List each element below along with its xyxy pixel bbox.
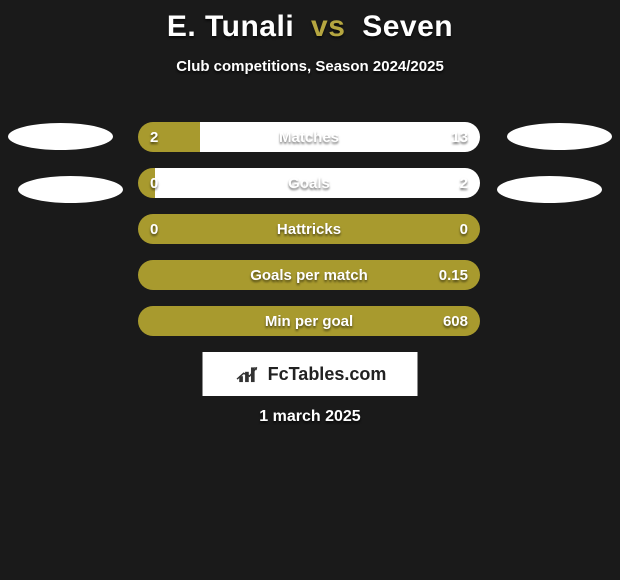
stat-row: 0Goals2 — [138, 168, 480, 198]
stat-label: Matches — [138, 122, 480, 152]
date-label: 1 march 2025 — [0, 408, 620, 426]
brand-box: FcTables.com — [203, 352, 418, 396]
player2-name: Seven — [362, 10, 453, 43]
vs-label: vs — [311, 10, 345, 43]
stat-label: Goals — [138, 168, 480, 198]
player1-name: E. Tunali — [167, 10, 294, 43]
stat-label: Goals per match — [138, 260, 480, 290]
stat-right-value: 608 — [443, 306, 468, 336]
stat-row: Goals per match0.15 — [138, 260, 480, 290]
title: E. Tunali vs Seven — [0, 0, 620, 44]
chart-icon — [234, 363, 266, 385]
subtitle: Club competitions, Season 2024/2025 — [0, 58, 620, 75]
stat-label: Min per goal — [138, 306, 480, 336]
stat-row: 2Matches13 — [138, 122, 480, 152]
player2-badge-top — [507, 123, 612, 150]
player1-badge-bottom — [18, 176, 123, 203]
stat-bars: 2Matches130Goals20Hattricks0Goals per ma… — [138, 122, 480, 352]
stat-right-value: 13 — [451, 122, 468, 152]
stat-label: Hattricks — [138, 214, 480, 244]
player1-badge-top — [8, 123, 113, 150]
stat-row: Min per goal608 — [138, 306, 480, 336]
stat-right-value: 2 — [460, 168, 468, 198]
comparison-infographic: E. Tunali vs Seven Club competitions, Se… — [0, 0, 620, 580]
brand-text: FcTables.com — [268, 364, 387, 385]
player2-badge-bottom — [497, 176, 602, 203]
stat-right-value: 0.15 — [439, 260, 468, 290]
stat-row: 0Hattricks0 — [138, 214, 480, 244]
stat-right-value: 0 — [460, 214, 468, 244]
